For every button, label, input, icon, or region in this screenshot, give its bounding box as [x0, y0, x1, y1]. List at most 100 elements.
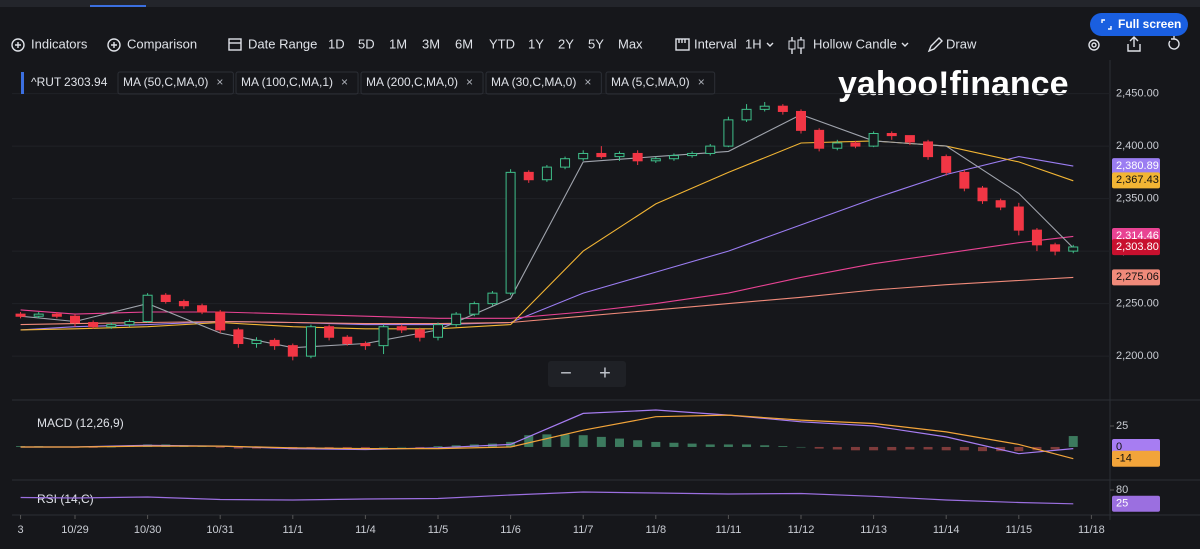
x-tick-label: 11/15: [1005, 524, 1032, 536]
candle-body: [668, 155, 679, 160]
settings-button[interactable]: [1088, 39, 1100, 51]
legend-close[interactable]: ×: [698, 75, 705, 89]
x-tick-label: 11/1: [283, 524, 304, 536]
histogram-bar: [869, 446, 879, 451]
symbol-marker: [21, 72, 24, 94]
candle-body: [523, 171, 534, 181]
last-price: 2303.94: [64, 75, 108, 89]
value-tag-label: 2,275.06: [1116, 271, 1159, 283]
legend-label: MA (5,C,MA,0): [611, 75, 690, 89]
histogram-bar: [106, 446, 116, 448]
candle-body: [1068, 246, 1079, 252]
legend-label: MA (50,C,MA,0): [123, 75, 208, 89]
histogram-bar: [832, 446, 842, 450]
legend-close[interactable]: ×: [466, 75, 473, 89]
candle-body: [88, 322, 99, 328]
histogram-bar: [596, 436, 606, 447]
candle-body: [687, 152, 698, 157]
draw-label: Draw: [946, 36, 977, 51]
icon: [1127, 36, 1141, 52]
legend-close[interactable]: ×: [216, 75, 223, 89]
legend: ^RUT 2303.94 MA (50,C,MA,0) × MA (100,C,MA…: [21, 71, 716, 95]
histogram-bar: [905, 446, 915, 450]
candle-body: [560, 158, 571, 168]
histogram-bar: [324, 446, 334, 448]
tab-strip: [0, 0, 1200, 7]
range-button[interactable]: 5Y: [588, 36, 604, 51]
candle-body: [868, 133, 879, 147]
range-button[interactable]: 1M: [389, 36, 407, 51]
x-tick-label: 11/18: [1078, 524, 1105, 536]
range-button[interactable]: 3M: [422, 36, 440, 51]
candle-body: [124, 320, 135, 326]
histogram-bar: [1014, 446, 1024, 452]
histogram-bar: [887, 446, 897, 451]
histogram-bar: [215, 446, 225, 448]
candle-body: [51, 313, 62, 317]
range-button[interactable]: Max: [618, 36, 643, 51]
icon: [107, 38, 121, 52]
histogram-bar: [306, 446, 316, 448]
comparison-button[interactable]: Comparison: [107, 36, 197, 52]
candle-body: [414, 329, 425, 338]
legend-close[interactable]: ×: [584, 75, 591, 89]
value-tag-label: -14: [1116, 453, 1132, 465]
candle-body: [396, 326, 407, 331]
y-tick-label: 2,450.00: [1116, 88, 1159, 100]
interval-button[interactable]: Interval 1H: [675, 36, 774, 51]
candle-body: [1013, 206, 1024, 231]
y-tick-label: 25: [1116, 420, 1128, 432]
legend-box: [605, 71, 716, 95]
icon: [1091, 42, 1097, 48]
full-screen-button[interactable]: Full screen: [1090, 13, 1188, 36]
icon: [111, 42, 117, 48]
watermark: yahoo!finance: [838, 65, 1068, 103]
button-bg: [1090, 13, 1188, 36]
legend-close[interactable]: ×: [341, 75, 348, 89]
range-button[interactable]: 2Y: [558, 36, 574, 51]
chart-style-button[interactable]: Hollow Candle: [788, 36, 909, 54]
reset-button[interactable]: [1168, 36, 1180, 50]
x-tick-label: 11/14: [933, 524, 960, 536]
range-button[interactable]: YTD: [489, 36, 515, 51]
candle-body: [650, 158, 661, 162]
indicator-line: [20, 414, 1074, 460]
histogram-bar: [397, 446, 407, 448]
date-range-button[interactable]: Date Range: [228, 36, 317, 51]
zoom-in[interactable]: +: [599, 362, 611, 384]
range-button[interactable]: 6M: [455, 36, 473, 51]
value-tag-label: 2,367.43: [1116, 174, 1159, 186]
histogram-bar: [560, 434, 570, 447]
zoom-out[interactable]: −: [560, 362, 572, 384]
icon: [1101, 19, 1112, 30]
x-tick-label: 11/4: [355, 524, 376, 536]
histogram-bar: [233, 446, 243, 449]
x-tick-label: 10/31: [206, 524, 234, 536]
candle-body: [777, 105, 788, 112]
draw-button[interactable]: Draw: [927, 36, 977, 53]
histogram-bar: [633, 440, 643, 447]
histogram-bar: [923, 446, 933, 450]
candle-body: [614, 152, 625, 158]
candle-body: [233, 329, 244, 345]
range-button[interactable]: 5D: [358, 36, 375, 51]
histogram-bar: [669, 442, 679, 447]
histogram-bar: [451, 445, 461, 447]
range-button[interactable]: 1Y: [528, 36, 544, 51]
indicators-label: Indicators: [31, 36, 88, 51]
panel-title: MACD (12,26,9): [37, 416, 124, 430]
x-tick-label: 11/12: [788, 524, 815, 536]
share-button[interactable]: [1127, 36, 1141, 52]
full-screen-label: Full screen: [1118, 17, 1181, 31]
symbol: ^RUT: [31, 75, 62, 89]
candle-body: [796, 110, 806, 131]
candle-body: [251, 339, 262, 345]
y-tick-label: 80: [1116, 484, 1128, 496]
icon: [678, 39, 686, 43]
histogram-bar: [16, 446, 26, 447]
toolbar: Indicators Comparison Date Range 1D 5D 1M 3…: [11, 13, 1188, 54]
indicators-button[interactable]: Indicators: [11, 36, 88, 52]
range-button[interactable]: 1D: [328, 36, 345, 51]
